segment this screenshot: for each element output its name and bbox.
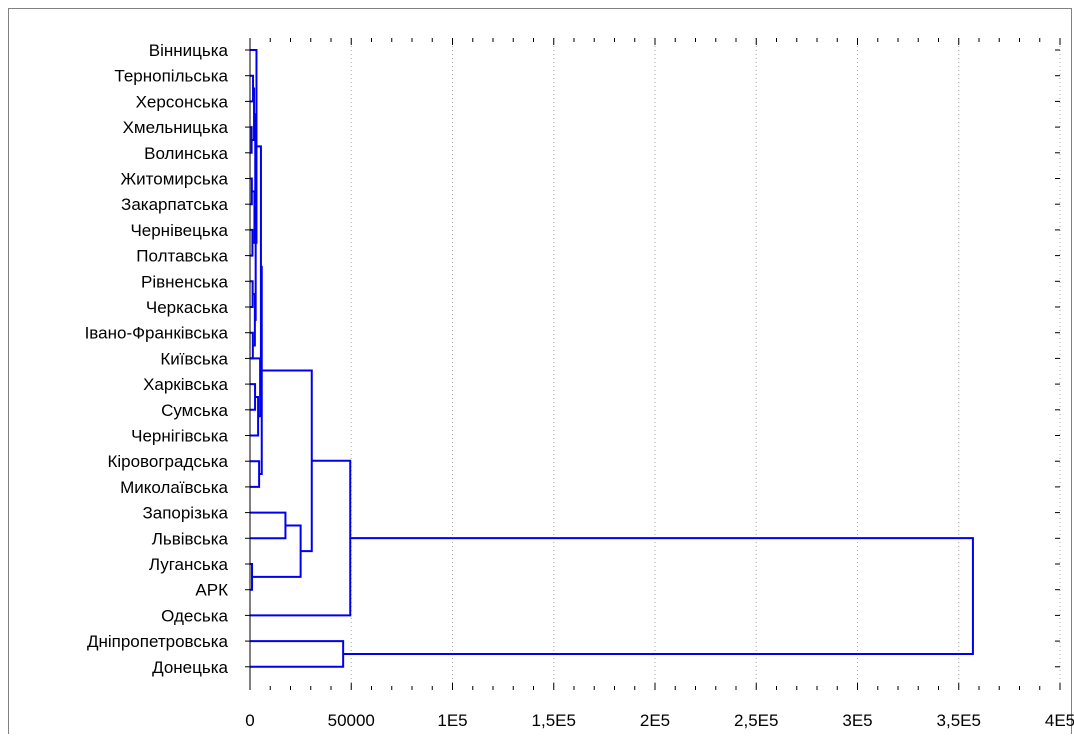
leaf-label: Вінницька xyxy=(149,41,229,60)
leaf-label: Житомирська xyxy=(120,170,228,189)
leaf-label: Донецька xyxy=(152,658,228,677)
leaf-label: Сумська xyxy=(161,401,228,420)
leaf-label: Івано-Франківська xyxy=(85,324,229,343)
dendrogram-link xyxy=(250,177,253,206)
leaf-label: Чернівецька xyxy=(130,221,228,240)
leaf-label: Кіровоградська xyxy=(107,452,228,471)
x-tick-label: 2,5E5 xyxy=(734,711,778,730)
leaf-label: Чернігівська xyxy=(131,427,228,446)
leaf-label: Запорізька xyxy=(142,504,228,523)
leaf-label: Дніпропетровська xyxy=(87,632,229,651)
leaf-label: Черкаська xyxy=(146,298,229,317)
x-tick-label: 2E5 xyxy=(640,711,670,730)
dendrogram-link xyxy=(250,395,260,437)
tick-labels-layer: 0 50000 1E5 1,5E5 2E5 2,5E5 3E5 3,5E5 4E5 xyxy=(245,711,1074,730)
dendrogram-link xyxy=(252,524,302,578)
axis-layer xyxy=(245,38,1061,690)
grid-layer xyxy=(350,38,1061,690)
leaf-label: Київська xyxy=(160,349,228,368)
x-tick-label: 1E5 xyxy=(437,711,467,730)
dendrogram-link xyxy=(343,537,974,655)
leaf-label: Одеська xyxy=(161,606,228,625)
leaf-label: АРК xyxy=(195,581,228,600)
leaf-label: Харківська xyxy=(143,375,228,394)
dendrogram-link xyxy=(250,383,257,411)
leaf-label: Тернопільська xyxy=(114,67,228,86)
links-layer xyxy=(250,49,974,668)
leaf-label: Полтавська xyxy=(136,247,228,266)
leaf-label: Волинська xyxy=(144,144,228,163)
leaf-label: Луганська xyxy=(149,555,229,574)
leaf-label: Херсонська xyxy=(136,92,229,111)
dendrogram-link xyxy=(250,640,345,668)
x-tick-label: 3E5 xyxy=(842,711,872,730)
leaf-label: Рівненська xyxy=(141,272,229,291)
chart-frame xyxy=(8,8,1072,734)
leaf-label: Миколаївська xyxy=(120,478,228,497)
x-tick-label: 3,5E5 xyxy=(937,711,981,730)
dendrogram-link xyxy=(250,459,352,617)
x-tick-label: 1,5E5 xyxy=(532,711,576,730)
leaf-label: Львівська xyxy=(152,529,229,548)
x-tick-label: 50000 xyxy=(328,711,375,730)
leaf-label: Закарпатська xyxy=(121,195,228,214)
leaf-label: Хмельницька xyxy=(123,118,229,137)
leaf-labels-layer: Вінницька Тернопільська Херсонська Хмельниц… xyxy=(85,41,229,677)
dendrogram-link xyxy=(261,369,313,553)
dendrogram-link xyxy=(250,460,261,488)
x-tick-label: 4E5 xyxy=(1045,711,1074,730)
dendrogram-link xyxy=(250,511,287,540)
x-tick-label: 0 xyxy=(245,711,254,730)
